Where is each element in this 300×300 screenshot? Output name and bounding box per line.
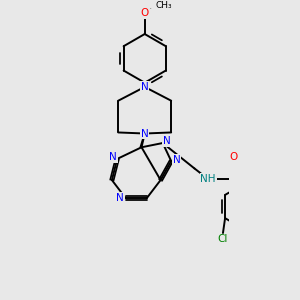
Text: N: N <box>109 152 117 162</box>
Text: N: N <box>141 128 148 139</box>
Text: Cl: Cl <box>218 234 228 244</box>
Text: O: O <box>230 152 238 162</box>
Text: N: N <box>163 136 171 146</box>
Text: N: N <box>172 155 180 165</box>
Text: NH: NH <box>200 174 216 184</box>
Text: N: N <box>141 82 148 92</box>
Text: CH₃: CH₃ <box>156 1 172 10</box>
Text: N: N <box>116 193 124 203</box>
Text: O: O <box>141 8 149 18</box>
